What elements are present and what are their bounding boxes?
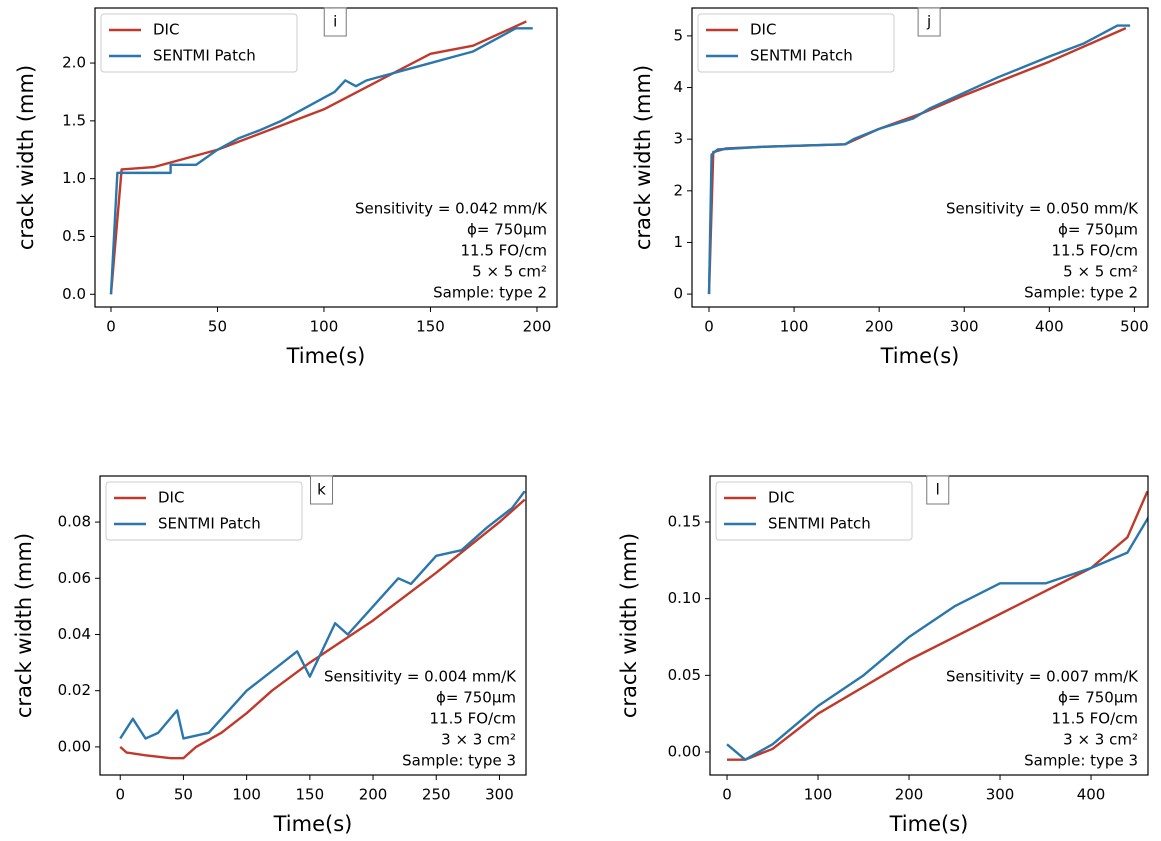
y-tick-label: 1 [673,233,683,251]
x-tick-label: 0 [106,318,116,336]
y-tick-label: 0.0 [62,285,86,303]
y-tick-label: 4 [673,78,683,96]
legend-label: SENTMI Patch [768,515,871,533]
x-tick-label: 50 [174,786,193,804]
annotation: 11.5 FO/cm [429,710,516,728]
annotation: 5 × 5 cm² [472,263,547,281]
data-line [726,515,1148,761]
y-tick-label: 0.10 [668,589,701,607]
data-line [109,27,533,295]
annotation: Sensitivity = 0.007 mm/K [946,668,1139,686]
y-tick-label: 0.00 [668,743,701,761]
x-tick-label: 100 [804,786,833,804]
data-line [119,498,526,760]
x-tick-label: 300 [986,786,1015,804]
data-line [119,490,526,740]
data-line [707,24,1131,295]
annotation: Sensitivity = 0.004 mm/K [324,668,517,686]
x-tick-label: 300 [950,318,979,336]
panel-label-box [917,7,941,37]
y-tick-label: 2.0 [62,54,86,72]
x-tick-label: 0 [115,786,125,804]
y-tick-label: 0 [673,285,683,303]
y-axis-label: crack width (mm) [14,65,38,250]
x-axis-label: Time(s) [880,344,960,368]
legend-label: DIC [153,21,179,39]
annotation: 11.5 FO/cm [1051,710,1138,728]
annotation: Sensitivity = 0.042 mm/K [355,200,548,218]
annotation: Sample: type 3 [402,752,516,770]
legend-label: SENTMI Patch [153,47,256,65]
panel-label: i [333,13,337,31]
y-tick-label: 1.5 [62,111,86,129]
panel-label-box [310,475,334,505]
y-tick-label: 0.5 [62,227,86,245]
y-axis-label: crack width (mm) [631,65,655,250]
x-tick-label: 200 [523,318,552,336]
annotation: 5 × 5 cm² [1063,263,1138,281]
y-tick-label: 0.06 [58,569,91,587]
annotation: ϕ= 750μm [1058,221,1138,239]
x-tick-label: 250 [422,786,451,804]
x-tick-label: 400 [1035,318,1064,336]
annotation: Sensitivity = 0.050 mm/K [946,200,1139,218]
annotation: 11.5 FO/cm [1051,242,1138,260]
x-tick-label: 150 [416,318,445,336]
x-tick-label: 50 [208,318,227,336]
x-tick-label: 150 [296,786,325,804]
annotation: 3 × 3 cm² [441,731,516,749]
x-tick-label: 100 [310,318,339,336]
legend-label: DIC [158,489,184,507]
y-axis-label: crack width (mm) [617,533,641,718]
data-line [109,20,527,295]
y-tick-label: 0.00 [58,737,91,755]
y-tick-label: 0.08 [58,513,91,531]
y-tick-label: 0.05 [668,666,701,684]
panel-label: j [926,13,931,31]
legend-box [715,481,913,541]
legend-box [105,481,303,541]
panel-label-box [926,475,950,505]
x-tick-label: 500 [1120,318,1149,336]
y-tick-label: 0.15 [668,513,701,531]
x-tick-label: 200 [359,786,388,804]
panel-label: k [317,481,326,499]
legend-label: SENTMI Patch [750,47,853,65]
y-tick-label: 0.04 [58,625,91,643]
x-tick-label: 400 [1077,786,1106,804]
x-tick-label: 300 [485,786,514,804]
annotation: ϕ= 750μm [1058,689,1138,707]
legend-box [697,13,895,73]
y-tick-label: 0.02 [58,681,91,699]
annotation: ϕ= 750μm [436,689,516,707]
annotation: 3 × 3 cm² [1063,731,1138,749]
x-tick-label: 100 [780,318,809,336]
annotation: 11.5 FO/cm [460,242,547,260]
legend-box [100,13,298,73]
y-tick-label: 1.0 [62,169,86,187]
panel-label-box [323,7,347,37]
y-tick-label: 3 [673,130,683,148]
panel-label: l [936,481,940,499]
y-axis-label: crack width (mm) [12,533,36,718]
legend-label: DIC [768,489,794,507]
x-tick-label: 0 [704,318,714,336]
x-tick-label: 0 [722,786,732,804]
x-axis-label: Time(s) [286,344,366,368]
x-axis-label: Time(s) [273,812,353,836]
y-tick-label: 2 [673,181,683,199]
x-tick-label: 100 [232,786,261,804]
y-tick-label: 5 [673,26,683,44]
legend-label: DIC [750,21,776,39]
annotation: Sample: type 3 [1024,752,1138,770]
data-line [727,490,1148,761]
x-tick-label: 200 [895,786,924,804]
annotation: ϕ= 750μm [467,221,547,239]
legend-label: SENTMI Patch [158,515,261,533]
annotation: Sample: type 2 [433,284,547,302]
x-tick-label: 200 [865,318,894,336]
x-axis-label: Time(s) [889,812,969,836]
annotation: Sample: type 2 [1024,284,1138,302]
